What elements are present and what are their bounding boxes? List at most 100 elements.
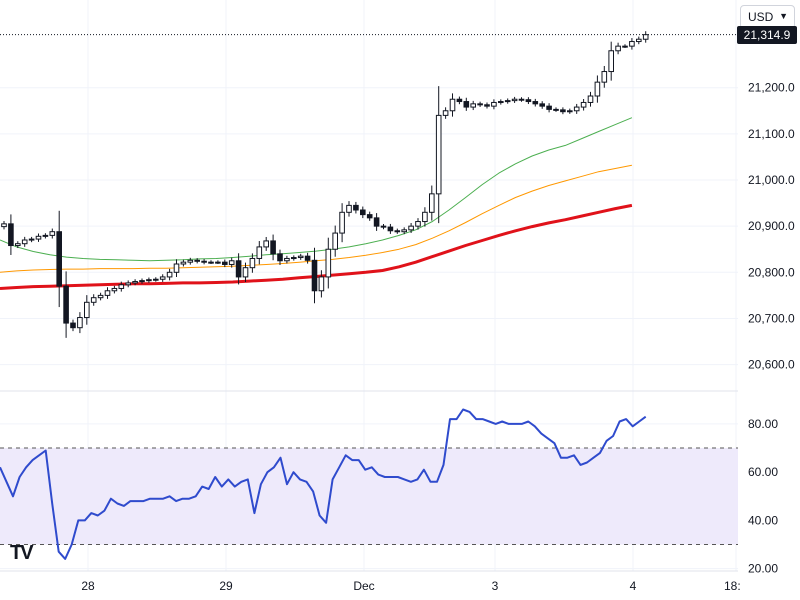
candle [449, 93, 456, 117]
candle [166, 268, 173, 281]
candle [84, 295, 90, 325]
candle [422, 207, 428, 227]
chevron-down-icon: ▼ [779, 11, 788, 21]
candle [222, 259, 228, 268]
rsi-band-guides [0, 447, 738, 545]
candle [539, 101, 546, 109]
candle [594, 75, 601, 103]
candle [470, 100, 476, 111]
candle [194, 258, 200, 264]
time-tick-label: 28 [81, 579, 95, 593]
candle [401, 227, 407, 235]
time-tick-label: Dec [353, 579, 374, 593]
candle [256, 241, 263, 265]
candle [353, 201, 359, 214]
candle [277, 249, 283, 266]
candle [642, 31, 649, 43]
candle [415, 218, 421, 230]
candle [525, 97, 532, 105]
candle [435, 86, 442, 224]
price-tick-label: 21,100.0 [748, 127, 795, 141]
candle [291, 255, 297, 261]
candle [208, 260, 214, 264]
candle [567, 108, 573, 114]
candle [8, 214, 14, 255]
candle [636, 36, 642, 45]
price-tick-label: 20,700.0 [748, 311, 795, 325]
candle [159, 274, 166, 282]
rsi-tick-label: 80.00 [748, 417, 778, 431]
price-axis-labels: 21,200.0 21,100.0 21,000.0 20,900.0 20,800.0… [748, 81, 795, 372]
candle [346, 201, 352, 217]
candle [484, 102, 490, 109]
candle [228, 257, 235, 268]
moving-average-ma-mid [0, 164, 632, 273]
candle [15, 241, 21, 249]
candle [573, 103, 580, 114]
time-tick-label: 4 [630, 579, 637, 593]
candle [580, 99, 587, 111]
rsi-tick-label: 40.00 [748, 513, 778, 527]
candle [173, 259, 180, 278]
candle [56, 210, 63, 308]
candle [553, 107, 559, 112]
candle [366, 211, 373, 221]
candle [373, 213, 380, 231]
price-tick-label: 20,800.0 [748, 265, 795, 279]
price-tick-label: 21,000.0 [748, 173, 795, 187]
rsi-tick-label: 60.00 [748, 465, 778, 479]
candle [70, 319, 76, 332]
moving-average-ma-fast [0, 117, 633, 262]
candle [242, 262, 249, 282]
rsi-axis-labels: 80.00 60.00 40.00 20.00 [748, 417, 778, 576]
candle [201, 259, 207, 265]
time-tick-label: 3 [492, 579, 499, 593]
candle [456, 96, 463, 105]
candle [325, 237, 332, 289]
candle [498, 99, 504, 105]
price-tick-label: 21,200.0 [748, 81, 795, 95]
candlesticks [1, 31, 649, 338]
candle [304, 252, 311, 264]
candle [532, 98, 539, 107]
candle [429, 185, 435, 221]
candle [442, 107, 449, 119]
candle [49, 228, 56, 239]
candle [1, 221, 7, 230]
candle [339, 203, 345, 243]
candle [35, 233, 42, 242]
candle [153, 277, 159, 282]
candle [615, 42, 621, 55]
candle [118, 281, 125, 292]
time-tick-label: 18: [724, 579, 741, 593]
candle [132, 279, 138, 286]
candle [63, 271, 69, 338]
currency-label: USD [748, 10, 774, 24]
candle [408, 223, 414, 233]
candle [491, 99, 497, 110]
candle [518, 97, 525, 102]
rsi-series-line [0, 408, 647, 560]
candle [297, 253, 304, 260]
rsi-overbought-oversold-band [0, 448, 738, 545]
candle [104, 287, 111, 299]
candle [28, 236, 35, 243]
candle [332, 225, 338, 257]
price-tick-label: 20,900.0 [748, 219, 795, 233]
time-tick-label: 29 [219, 579, 233, 593]
candle [477, 101, 483, 107]
candle [215, 260, 221, 264]
candle [146, 277, 152, 283]
time-axis-labels: 28 29 Dec 3 4 18: [81, 579, 740, 593]
candle [187, 257, 194, 265]
candle [125, 280, 132, 288]
candle [360, 206, 366, 219]
candle [77, 312, 83, 334]
price-tick-label: 20,600.0 [748, 358, 795, 372]
candle [235, 253, 242, 285]
candle [601, 65, 608, 88]
last-price-tag: 21,314.9 [737, 25, 797, 44]
candle [90, 294, 97, 306]
candle [270, 234, 276, 261]
